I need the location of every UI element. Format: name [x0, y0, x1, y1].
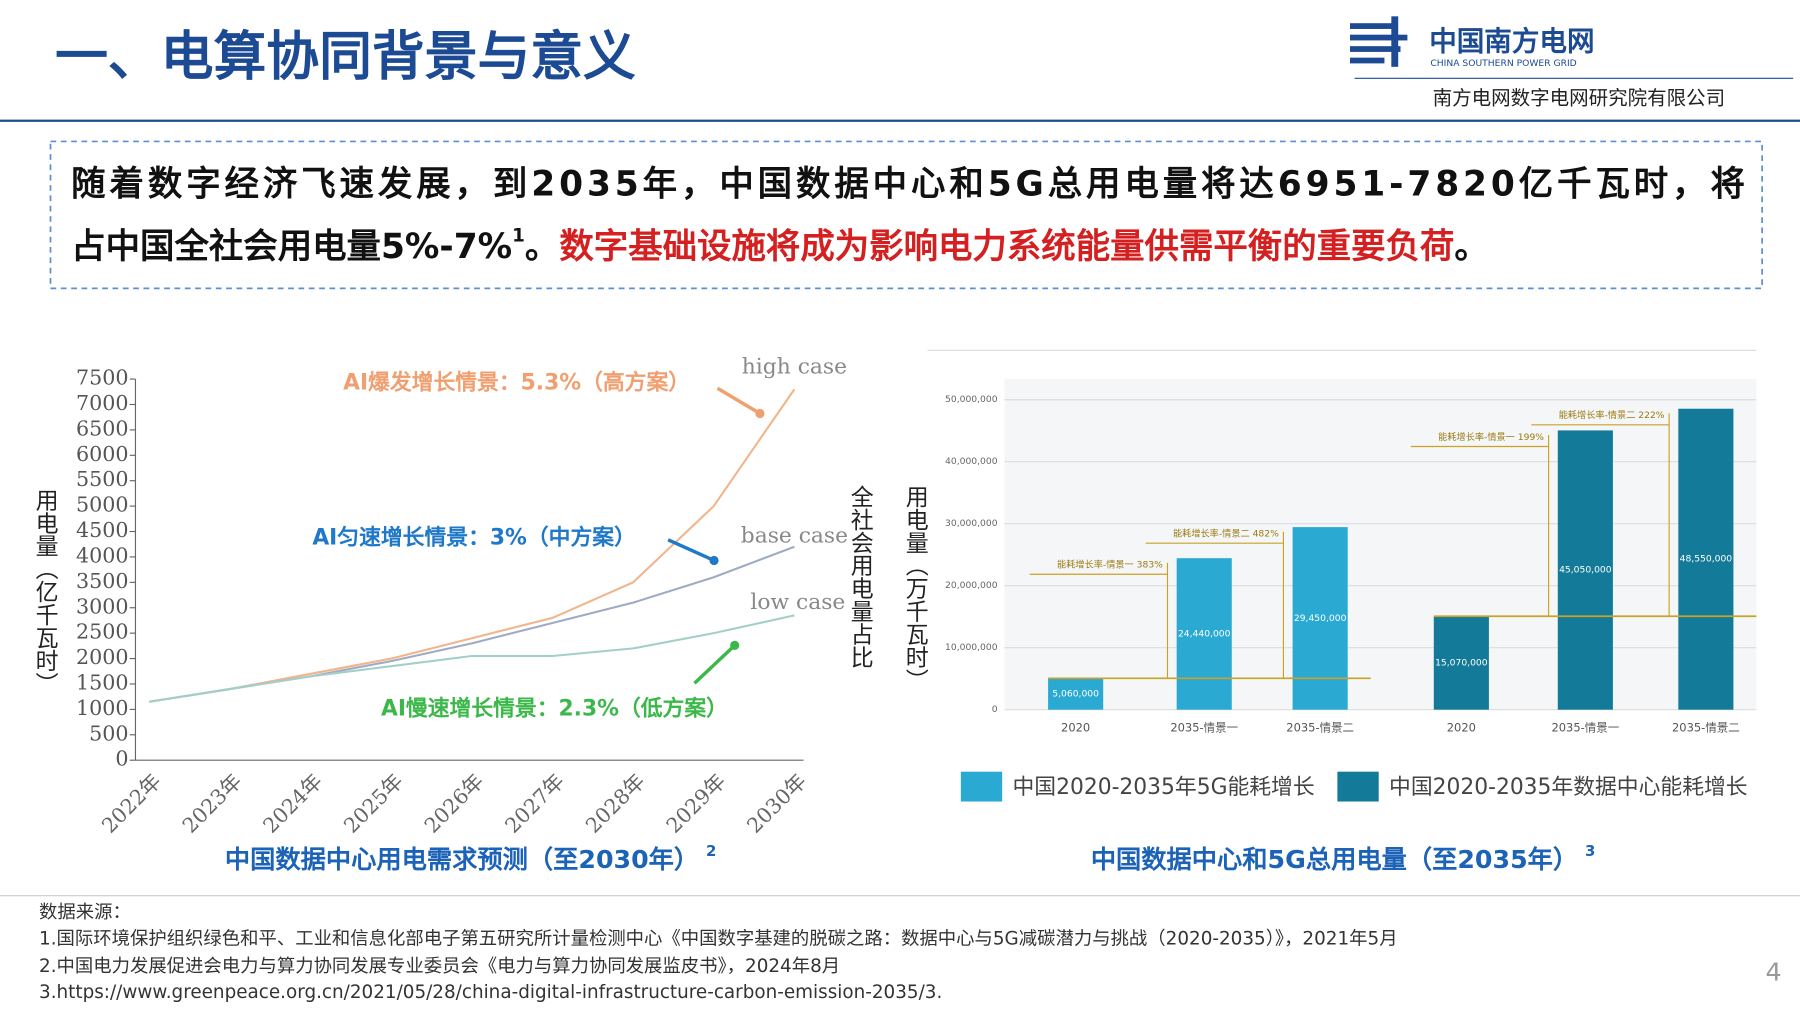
y-tick-label: 7500	[76, 366, 129, 390]
x-tick-label: 2035-情景二	[1286, 721, 1354, 735]
y-tick-label: 500	[89, 721, 128, 745]
x-tick-label: 2029年	[662, 769, 731, 838]
x-tick-label: 2035-情景一	[1551, 721, 1619, 735]
x-tick-label: 2035-情景二	[1672, 721, 1740, 735]
chart-title-ref: 3	[1585, 842, 1595, 860]
growth-label: 能耗增长率-情景一 199%	[1438, 431, 1544, 443]
y-tick-label: 50,000,000	[945, 394, 998, 405]
sources-heading: 数据来源：	[39, 902, 131, 923]
chart-title-text: 中国数据中心和5G总用电量（至2035年）	[1091, 845, 1578, 874]
annotation-arrow	[667, 538, 715, 563]
annotation-arrowhead	[730, 640, 740, 650]
y-axis-title: 用电量（亿千瓦时）	[31, 488, 58, 695]
line-series	[149, 614, 795, 703]
value-label: 15,070,000	[1435, 657, 1488, 668]
y-tick-label: 3000	[76, 594, 129, 618]
value-label: 29,450,000	[1294, 613, 1347, 624]
series-label: high case	[742, 355, 847, 380]
chart-title: 中国数据中心和5G总用电量（至2035年） 3	[1091, 842, 1596, 874]
y-tick-label: 2000	[76, 645, 129, 669]
x-tick-label: 2023年	[178, 769, 247, 838]
callout-text: 。	[1454, 227, 1488, 267]
x-tick-label: 2030年	[742, 769, 811, 838]
bar	[1433, 616, 1489, 710]
legend-label: 中国2020-2035年数据中心能耗增长	[1389, 775, 1748, 800]
annotation-arrowhead	[755, 408, 765, 419]
y-tick-label: 5500	[76, 467, 129, 491]
y-tick-label: 0	[992, 704, 998, 715]
value-label: 5,060,000	[1052, 689, 1099, 700]
callout-text: 。	[525, 227, 559, 267]
y-tick-label: 6500	[76, 416, 129, 440]
x-tick-label: 2026年	[420, 769, 489, 838]
y-tick-label: 4500	[76, 518, 129, 542]
y-tick-label: 30,000,000	[945, 518, 998, 529]
x-tick-label: 2028年	[581, 769, 650, 838]
bar	[1557, 430, 1613, 710]
callout-highlight: 数字基础设施将成为影响电力系统能量供需平衡的重要负荷	[559, 227, 1454, 267]
logo-text: 中国南方电网	[1429, 26, 1594, 58]
y-tick-label: 0	[115, 747, 128, 771]
growth-label: 能耗增长率-情景二 222%	[1559, 409, 1665, 421]
y-tick-label: 5000	[76, 493, 129, 517]
y-tick-label: 1000	[76, 696, 129, 720]
y-tick-label: 7000	[76, 391, 129, 415]
logo-en: CHINA SOUTHERN POWER GRID	[1430, 58, 1576, 69]
value-label: 24,440,000	[1178, 628, 1231, 639]
legend-swatch	[1337, 771, 1379, 802]
value-label: 45,050,000	[1559, 565, 1612, 576]
bar	[1176, 558, 1232, 710]
x-tick-label: 2025年	[339, 769, 408, 838]
series-label: low case	[750, 590, 845, 615]
series-label: base case	[741, 523, 848, 548]
x-tick-label: 2020	[1061, 721, 1090, 735]
x-tick-label: 2024年	[258, 769, 327, 838]
y-tick-label: 40,000,000	[945, 456, 998, 467]
slide-title: 一、电算协同背景与意义	[55, 27, 636, 88]
growth-label: 能耗增长率-情景二 482%	[1173, 528, 1279, 540]
callout-ref: 1	[512, 226, 525, 247]
y-tick-label: 6000	[76, 442, 129, 466]
x-tick-label: 2022年	[97, 769, 166, 838]
y-tick-label: 10,000,000	[945, 642, 998, 653]
chart-title: 中国数据中心用电需求预测（至2030年） 2	[225, 842, 717, 874]
y-tick-label: 2500	[76, 620, 129, 644]
y-tick-label: 1500	[76, 670, 129, 694]
bar	[1678, 408, 1734, 710]
annotation-arrow	[693, 644, 736, 685]
annotation-arrowhead	[709, 555, 719, 566]
callout-line: 随着数字经济飞速发展，到2035年，中国数据中心和5G总用电量将达6951-78…	[71, 165, 1745, 205]
callout-text: 占中国全社会用电量5%-7%	[71, 227, 512, 267]
company: 南方电网数字电网研究院有限公司	[1433, 86, 1726, 109]
legend-label: 中国2020-2035年5G能耗增长	[1013, 775, 1315, 800]
y-tick-label: 4000	[76, 543, 129, 567]
callout-line: 占中国全社会用电量5%-7%1。数字基础设施将成为影响电力系统能量供需平衡的重要…	[71, 226, 1489, 267]
plot-area	[1004, 379, 1757, 710]
source-item: 2.中国电力发展促进会电力与算力协同发展专业委员会《电力与算力协同发展监皮书》，…	[39, 956, 840, 977]
annotation-arrow	[716, 386, 761, 415]
annotation: AI匀速增长情景：3%（中方案）	[312, 525, 636, 551]
y-tick-label: 20,000,000	[945, 580, 998, 591]
y-tick-label: 3500	[76, 569, 129, 593]
annotation: AI慢速增长情景：2.3%（低方案）	[381, 696, 728, 722]
x-tick-label: 2035-情景一	[1170, 721, 1238, 735]
bar	[1292, 527, 1348, 710]
source-item: 3.https://www.greenpeace.org.cn/2021/05/…	[39, 982, 942, 1003]
page-number: 4	[1766, 958, 1782, 987]
chart-title-ref: 2	[706, 842, 716, 860]
bar	[1048, 678, 1104, 710]
growth-label: 能耗增长率-情景一 383%	[1057, 559, 1163, 571]
y-axis-title: 用电量（万千瓦时）	[901, 485, 928, 692]
chart-title-text: 中国数据中心用电需求预测（至2030年）	[225, 845, 699, 874]
y2-axis-title: 全社会用电量占比	[846, 485, 873, 669]
x-tick-label: 2020	[1447, 721, 1476, 735]
annotation: AI爆发增长情景：5.3%（高方案）	[343, 370, 690, 396]
x-tick-label: 2027年	[500, 769, 569, 838]
logo-mark	[1350, 16, 1408, 67]
value-label: 48,550,000	[1680, 554, 1733, 565]
legend-swatch	[960, 771, 1003, 802]
source-item: 1.国际环境保护组织绿色和平、工业和信息化部电子第五研究所计量检测中心《中国数字…	[39, 928, 1398, 949]
